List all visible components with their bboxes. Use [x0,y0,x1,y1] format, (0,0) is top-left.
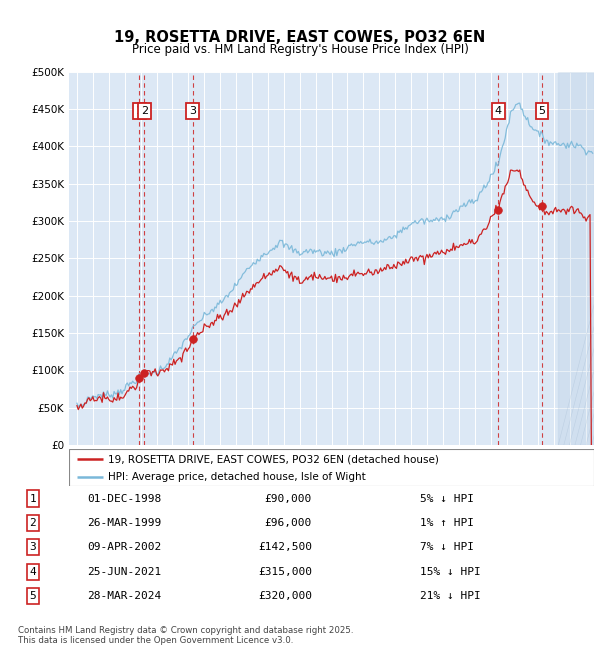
Text: 7% ↓ HPI: 7% ↓ HPI [420,542,474,552]
Text: 1% ↑ HPI: 1% ↑ HPI [420,518,474,528]
Text: 01-DEC-1998: 01-DEC-1998 [87,493,161,504]
Text: 3: 3 [29,542,37,552]
Text: 5% ↓ HPI: 5% ↓ HPI [420,493,474,504]
Text: 19, ROSETTA DRIVE, EAST COWES, PO32 6EN: 19, ROSETTA DRIVE, EAST COWES, PO32 6EN [115,30,485,46]
Text: 1: 1 [136,106,143,116]
Text: 19, ROSETTA DRIVE, EAST COWES, PO32 6EN (detached house): 19, ROSETTA DRIVE, EAST COWES, PO32 6EN … [109,454,439,464]
Text: 4: 4 [29,567,37,577]
Text: 5: 5 [29,591,37,601]
Text: £90,000: £90,000 [265,493,312,504]
Text: Price paid vs. HM Land Registry's House Price Index (HPI): Price paid vs. HM Land Registry's House … [131,43,469,56]
Text: 4: 4 [494,106,502,116]
Text: 2: 2 [141,106,148,116]
FancyBboxPatch shape [69,448,594,486]
Text: 1: 1 [29,493,37,504]
Text: This data is licensed under the Open Government Licence v3.0.: This data is licensed under the Open Gov… [18,636,293,645]
Text: 5: 5 [539,106,545,116]
Text: 3: 3 [189,106,196,116]
Text: 2: 2 [29,518,37,528]
Text: £142,500: £142,500 [258,542,312,552]
Text: £320,000: £320,000 [258,591,312,601]
Text: 26-MAR-1999: 26-MAR-1999 [87,518,161,528]
Text: £315,000: £315,000 [258,567,312,577]
Text: HPI: Average price, detached house, Isle of Wight: HPI: Average price, detached house, Isle… [109,472,366,482]
Text: 15% ↓ HPI: 15% ↓ HPI [420,567,481,577]
Text: 09-APR-2002: 09-APR-2002 [87,542,161,552]
Text: £96,000: £96,000 [265,518,312,528]
Text: Contains HM Land Registry data © Crown copyright and database right 2025.: Contains HM Land Registry data © Crown c… [18,626,353,635]
Text: 21% ↓ HPI: 21% ↓ HPI [420,591,481,601]
Bar [558,72,594,445]
Text: 28-MAR-2024: 28-MAR-2024 [87,591,161,601]
Text: 25-JUN-2021: 25-JUN-2021 [87,567,161,577]
